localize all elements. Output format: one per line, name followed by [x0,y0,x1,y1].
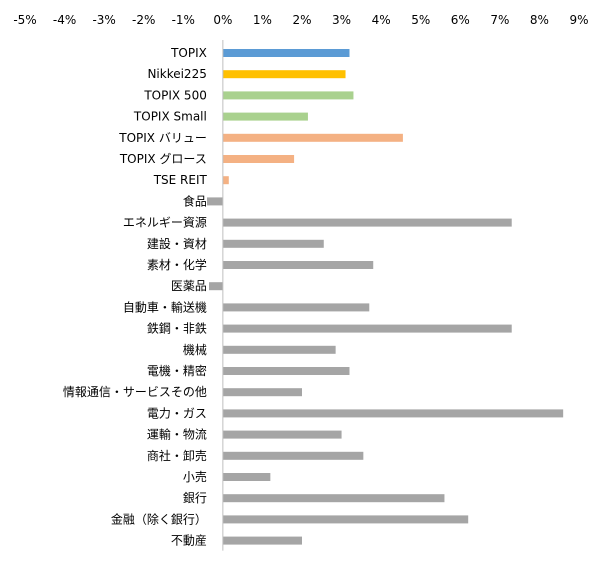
x-tick-label: 6% [451,13,470,27]
x-tick-label: 5% [411,13,430,27]
x-axis-ticks: -5% -4% -3% -2% -1% 0% 1% 2% 3% 4% 5% 6% 7% 8% 9% [13,13,588,27]
bar [222,367,350,375]
bar [222,515,469,524]
category-label: Nikkei225 [147,67,206,81]
category-label: 自動車・輸送機 [123,299,207,314]
x-tick-label: -3% [92,13,115,27]
category-labels: TOPIX Nikkei225 TOPIX 500 TOPIX Small TOPIX … [63,46,208,548]
category-label: 銀行 [183,491,207,505]
x-tick-label: 7% [490,13,509,27]
bar [209,282,223,291]
category-label: エネルギー資源 [123,216,207,230]
category-label: 情報通信・サービスその他 [63,385,207,399]
bar [222,49,350,57]
category-label: 食品 [183,193,207,208]
bar [222,345,336,354]
bar [222,218,512,227]
category-label: TOPIX Small [133,110,207,124]
category-label: 素材・化学 [147,257,207,272]
bar [222,91,354,100]
category-label: TOPIX バリュー [118,131,207,145]
category-label: 医薬品 [171,279,207,293]
bar [222,409,564,418]
bar [222,303,370,312]
x-tick-label: 4% [372,13,391,27]
bar [222,324,512,333]
x-tick-label: -2% [132,13,155,27]
x-tick-label: 0% [213,13,232,27]
x-tick-label: 2% [292,13,311,27]
bar [222,494,445,503]
x-tick-label: -5% [13,13,36,27]
category-label: 運輸・物流 [147,427,207,442]
bar [222,70,346,79]
x-tick-label: 1% [253,13,272,27]
category-label: 電力・ガス [147,406,207,420]
category-label: 電機・精密 [147,363,207,378]
bar [222,536,302,545]
category-label: 建設・資材 [147,236,207,251]
category-label: 鉄鋼・非鉄 [147,321,207,336]
bar [222,239,324,248]
bar [222,388,302,397]
x-tick-label: 8% [530,13,549,27]
bars [207,49,564,545]
x-tick-label: -1% [172,13,195,27]
bar [222,430,342,439]
bar [222,155,295,163]
bar [222,261,374,269]
category-label: TSE REIT [153,173,208,187]
bar [222,451,364,460]
category-label: TOPIX グロース [119,152,207,166]
category-label: TOPIX [170,46,207,60]
bar [222,176,229,185]
category-label: 不動産 [171,533,207,548]
category-label: 金融（除く銀行） [111,511,207,526]
bar [222,133,403,142]
category-label: 商社・卸売 [147,448,207,463]
x-tick-label: 9% [569,13,588,27]
bar [222,112,308,121]
bar [207,197,223,206]
category-label: TOPIX 500 [143,88,207,102]
x-tick-label: 3% [332,13,351,27]
x-tick-label: -4% [53,13,76,27]
bar [222,473,271,481]
category-label: 小売 [183,469,207,484]
category-label: 機械 [183,342,207,357]
